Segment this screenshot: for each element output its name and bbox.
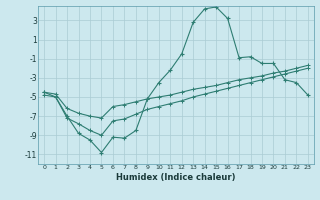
X-axis label: Humidex (Indice chaleur): Humidex (Indice chaleur) bbox=[116, 173, 236, 182]
